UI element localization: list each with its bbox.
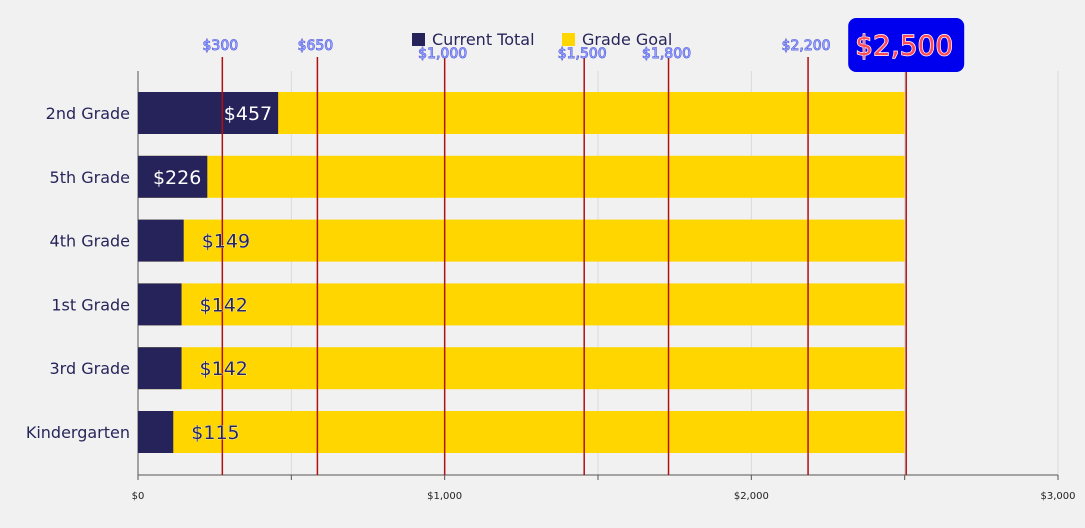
x-tick-label: $1,000 <box>427 491 462 502</box>
x-tick-label: $3,000 <box>1041 491 1076 502</box>
category-label: Kindergarten <box>26 423 130 442</box>
value-label: $142 <box>200 294 248 316</box>
goal-line-label: $2,500 <box>855 29 953 62</box>
category-label: 2nd Grade <box>46 104 130 123</box>
x-tick-label: $2,000 <box>734 491 769 502</box>
value-label: $115 <box>191 422 239 444</box>
current-bar <box>138 283 182 326</box>
goal-bar <box>138 155 905 198</box>
value-label: $149 <box>202 231 250 253</box>
legend-swatch <box>412 33 425 46</box>
value-label: $226 <box>153 167 201 189</box>
legend-label: Current Total <box>432 30 535 49</box>
x-tick-label: $0 <box>132 491 145 502</box>
category-label: 3rd Grade <box>50 359 131 378</box>
category-label: 1st Grade <box>51 295 130 314</box>
legend-label: Grade Goal <box>582 30 672 49</box>
legend-swatch <box>562 33 575 46</box>
goal-bar <box>138 347 905 390</box>
goal-line-label: $1,500 <box>558 46 607 62</box>
goal-highlight-box <box>848 18 965 72</box>
goal-bar <box>138 219 905 262</box>
goal-bar <box>138 283 905 326</box>
goal-bar <box>138 411 905 453</box>
current-bar <box>138 347 182 390</box>
goal-line-label: $650 <box>298 38 334 54</box>
category-label: 5th Grade <box>50 168 130 187</box>
value-label: $142 <box>200 358 248 380</box>
current-bar <box>138 219 184 262</box>
category-label: 4th Grade <box>50 232 130 251</box>
current-bar <box>138 92 279 134</box>
current-bar <box>138 155 208 198</box>
goal-line-label: $300 <box>203 38 239 54</box>
goal-line-label: $2,200 <box>782 38 831 54</box>
goal-line-label: $1,800 <box>642 46 691 62</box>
goal-line-label: $1,000 <box>418 46 467 62</box>
current-bar <box>138 411 174 453</box>
value-label: $457 <box>224 103 272 125</box>
